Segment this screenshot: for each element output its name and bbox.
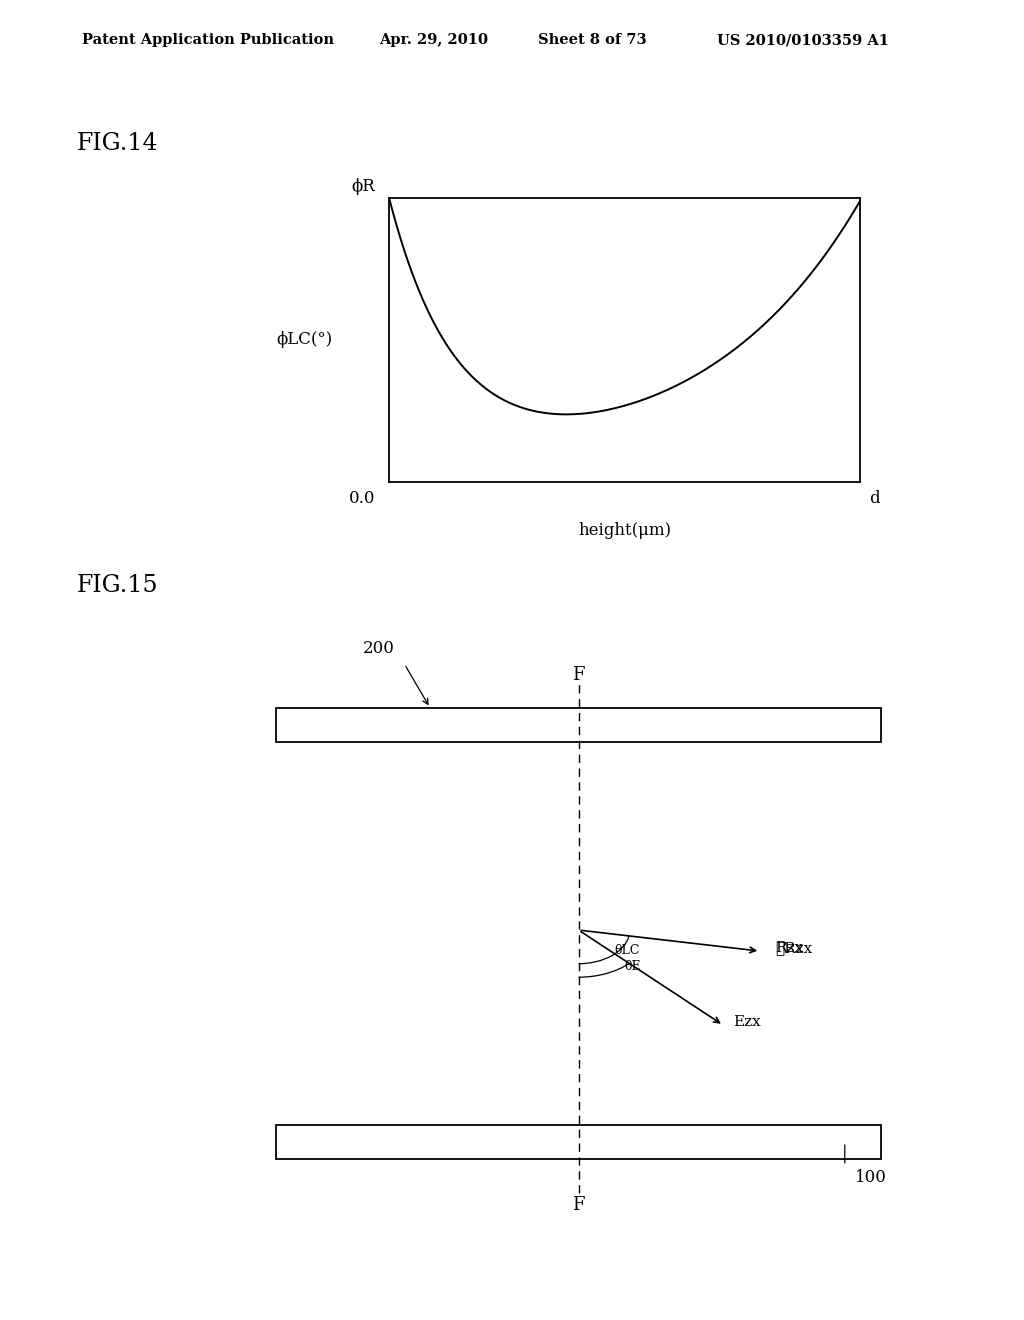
Text: Ezx: Ezx xyxy=(733,1015,762,1028)
Text: θE: θE xyxy=(625,961,641,973)
Text: FIG.14: FIG.14 xyxy=(77,132,159,154)
Text: Patent Application Publication: Patent Application Publication xyxy=(82,33,334,48)
Text: F: F xyxy=(572,667,585,684)
Bar xyxy=(276,1125,881,1159)
Text: Apr. 29, 2010: Apr. 29, 2010 xyxy=(379,33,487,48)
Text: ϕR: ϕR xyxy=(351,178,375,195)
Text: 200: 200 xyxy=(362,640,395,657)
Text: Sheet 8 of 73: Sheet 8 of 73 xyxy=(538,33,646,48)
Text: height(μm): height(μm) xyxy=(579,521,671,539)
Text: FIG.15: FIG.15 xyxy=(77,574,159,597)
Text: Rzx: Rzx xyxy=(775,941,804,954)
Text: d: d xyxy=(869,490,881,507)
Text: US 2010/0103359 A1: US 2010/0103359 A1 xyxy=(717,33,889,48)
Text: θLC: θLC xyxy=(614,944,640,957)
Text: ϕLC(°): ϕLC(°) xyxy=(276,331,333,348)
Text: ⃗Rzx: ⃗Rzx xyxy=(775,941,813,954)
Text: 0.0: 0.0 xyxy=(348,490,375,507)
Text: 100: 100 xyxy=(855,1170,887,1187)
Text: F: F xyxy=(572,1196,585,1214)
Bar xyxy=(276,708,881,742)
